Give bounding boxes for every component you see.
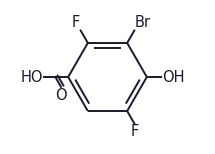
Text: O: O: [55, 88, 67, 103]
Text: HO: HO: [20, 69, 43, 85]
Text: F: F: [72, 15, 80, 30]
Text: OH: OH: [162, 69, 185, 85]
Text: F: F: [130, 124, 138, 139]
Text: Br: Br: [135, 15, 151, 30]
